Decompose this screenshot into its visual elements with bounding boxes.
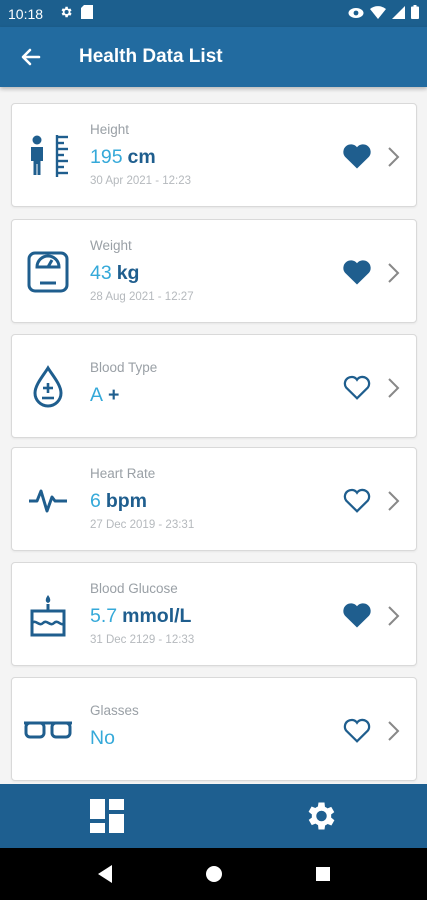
blood-drop-icon xyxy=(26,365,70,409)
chevron-right-icon[interactable] xyxy=(386,605,400,627)
sd-card-icon xyxy=(81,5,94,22)
chevron-right-icon[interactable] xyxy=(386,377,400,399)
heart-outline-icon[interactable] xyxy=(342,373,372,401)
item-date: 30 Apr 2021 - 12:23 xyxy=(90,175,192,187)
page-title: Health Data List xyxy=(79,46,223,67)
glasses-icon xyxy=(23,708,73,752)
heart-filled-icon[interactable] xyxy=(342,601,372,629)
heart-outline-icon[interactable] xyxy=(342,486,372,514)
bottom-nav xyxy=(0,784,427,848)
system-nav-bar xyxy=(0,848,427,900)
arrow-left-icon xyxy=(21,48,41,66)
heart-outline-icon[interactable] xyxy=(342,716,372,744)
cake-icon xyxy=(26,593,70,637)
health-data-list: Height 195 cm 30 Apr 2021 - 12:23 Weight … xyxy=(0,87,427,784)
status-bar: 10:18 xyxy=(0,0,427,27)
health-item-height[interactable]: Height 195 cm 30 Apr 2021 - 12:23 xyxy=(11,103,417,207)
heart-filled-icon[interactable] xyxy=(342,142,372,170)
battery-icon xyxy=(411,5,419,22)
system-recents-button[interactable] xyxy=(303,854,343,894)
recents-square-icon xyxy=(315,867,330,881)
wifi-icon xyxy=(370,5,386,22)
item-value: 195 cm xyxy=(90,146,156,168)
chevron-right-icon[interactable] xyxy=(386,262,400,284)
height-icon xyxy=(26,134,70,178)
item-value: No xyxy=(90,727,115,749)
heart-filled-icon[interactable] xyxy=(342,258,372,286)
gear-icon xyxy=(59,5,73,22)
item-label: Glasses xyxy=(90,703,139,718)
back-triangle-icon xyxy=(97,865,112,883)
chevron-right-icon[interactable] xyxy=(386,720,400,742)
item-date: 27 Dec 2019 - 23:31 xyxy=(90,519,195,531)
item-value: 43 kg xyxy=(90,262,140,284)
chevron-right-icon[interactable] xyxy=(386,490,400,512)
health-item-heart-rate[interactable]: Heart Rate 6 bpm 27 Dec 2019 - 23:31 xyxy=(11,447,417,551)
item-value: 5.7 mmol/L xyxy=(90,605,192,627)
back-button[interactable] xyxy=(0,27,62,87)
item-label: Blood Glucose xyxy=(90,581,178,596)
item-label: Heart Rate xyxy=(90,466,156,481)
chevron-right-icon[interactable] xyxy=(386,146,400,168)
home-circle-icon xyxy=(205,866,222,882)
health-item-blood-type[interactable]: Blood Type A + xyxy=(11,334,417,438)
dashboard-button[interactable] xyxy=(0,784,214,848)
health-item-glasses[interactable]: Glasses No xyxy=(11,677,417,781)
item-label: Weight xyxy=(90,238,132,253)
scale-icon xyxy=(26,250,70,294)
eye-icon xyxy=(348,6,364,22)
item-label: Height xyxy=(90,122,130,137)
dashboard-icon xyxy=(89,799,124,833)
item-date: 31 Dec 2129 - 12:33 xyxy=(90,634,195,646)
settings-icon xyxy=(308,802,335,830)
item-label: Blood Type xyxy=(90,360,158,375)
item-value: 6 bpm xyxy=(90,490,148,512)
health-item-weight[interactable]: Weight 43 kg 28 Aug 2021 - 12:27 xyxy=(11,219,417,323)
status-bar-right xyxy=(348,5,419,22)
health-item-blood-glucose[interactable]: Blood Glucose 5.7 mmol/L 31 Dec 2129 - 12… xyxy=(11,562,417,666)
signal-icon xyxy=(392,5,405,22)
settings-button[interactable] xyxy=(214,784,427,848)
heartbeat-icon xyxy=(26,478,70,522)
system-home-button[interactable] xyxy=(194,854,234,894)
item-date: 28 Aug 2021 - 12:27 xyxy=(90,291,194,303)
item-value: A + xyxy=(90,384,120,406)
status-time: 10:18 xyxy=(8,5,44,22)
system-back-button[interactable] xyxy=(85,854,125,894)
status-bar-left: 10:18 xyxy=(8,5,94,22)
app-bar: Health Data List xyxy=(0,27,427,87)
